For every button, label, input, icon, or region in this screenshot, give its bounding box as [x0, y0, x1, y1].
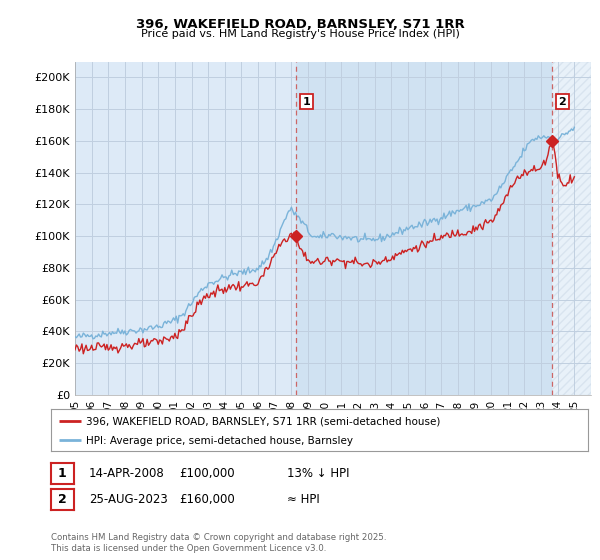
Text: 396, WAKEFIELD ROAD, BARNSLEY, S71 1RR: 396, WAKEFIELD ROAD, BARNSLEY, S71 1RR: [136, 18, 464, 31]
Text: 13% ↓ HPI: 13% ↓ HPI: [287, 466, 349, 480]
Text: ≈ HPI: ≈ HPI: [287, 493, 320, 506]
Text: 2: 2: [559, 96, 566, 106]
Text: 1: 1: [58, 466, 67, 480]
Text: £100,000: £100,000: [179, 466, 235, 480]
Bar: [296, 62, 552, 395]
Text: 25-AUG-2023: 25-AUG-2023: [89, 493, 167, 506]
Text: 396, WAKEFIELD ROAD, BARNSLEY, S71 1RR (semi-detached house): 396, WAKEFIELD ROAD, BARNSLEY, S71 1RR (…: [86, 417, 440, 426]
Bar: [552, 62, 591, 395]
Text: £160,000: £160,000: [179, 493, 235, 506]
Text: 2: 2: [58, 493, 67, 506]
Text: 14-APR-2008: 14-APR-2008: [89, 466, 164, 480]
Text: Contains HM Land Registry data © Crown copyright and database right 2025.
This d: Contains HM Land Registry data © Crown c…: [51, 534, 386, 553]
Text: Price paid vs. HM Land Registry's House Price Index (HPI): Price paid vs. HM Land Registry's House …: [140, 29, 460, 39]
Text: 1: 1: [303, 96, 310, 106]
Text: HPI: Average price, semi-detached house, Barnsley: HPI: Average price, semi-detached house,…: [86, 436, 353, 446]
